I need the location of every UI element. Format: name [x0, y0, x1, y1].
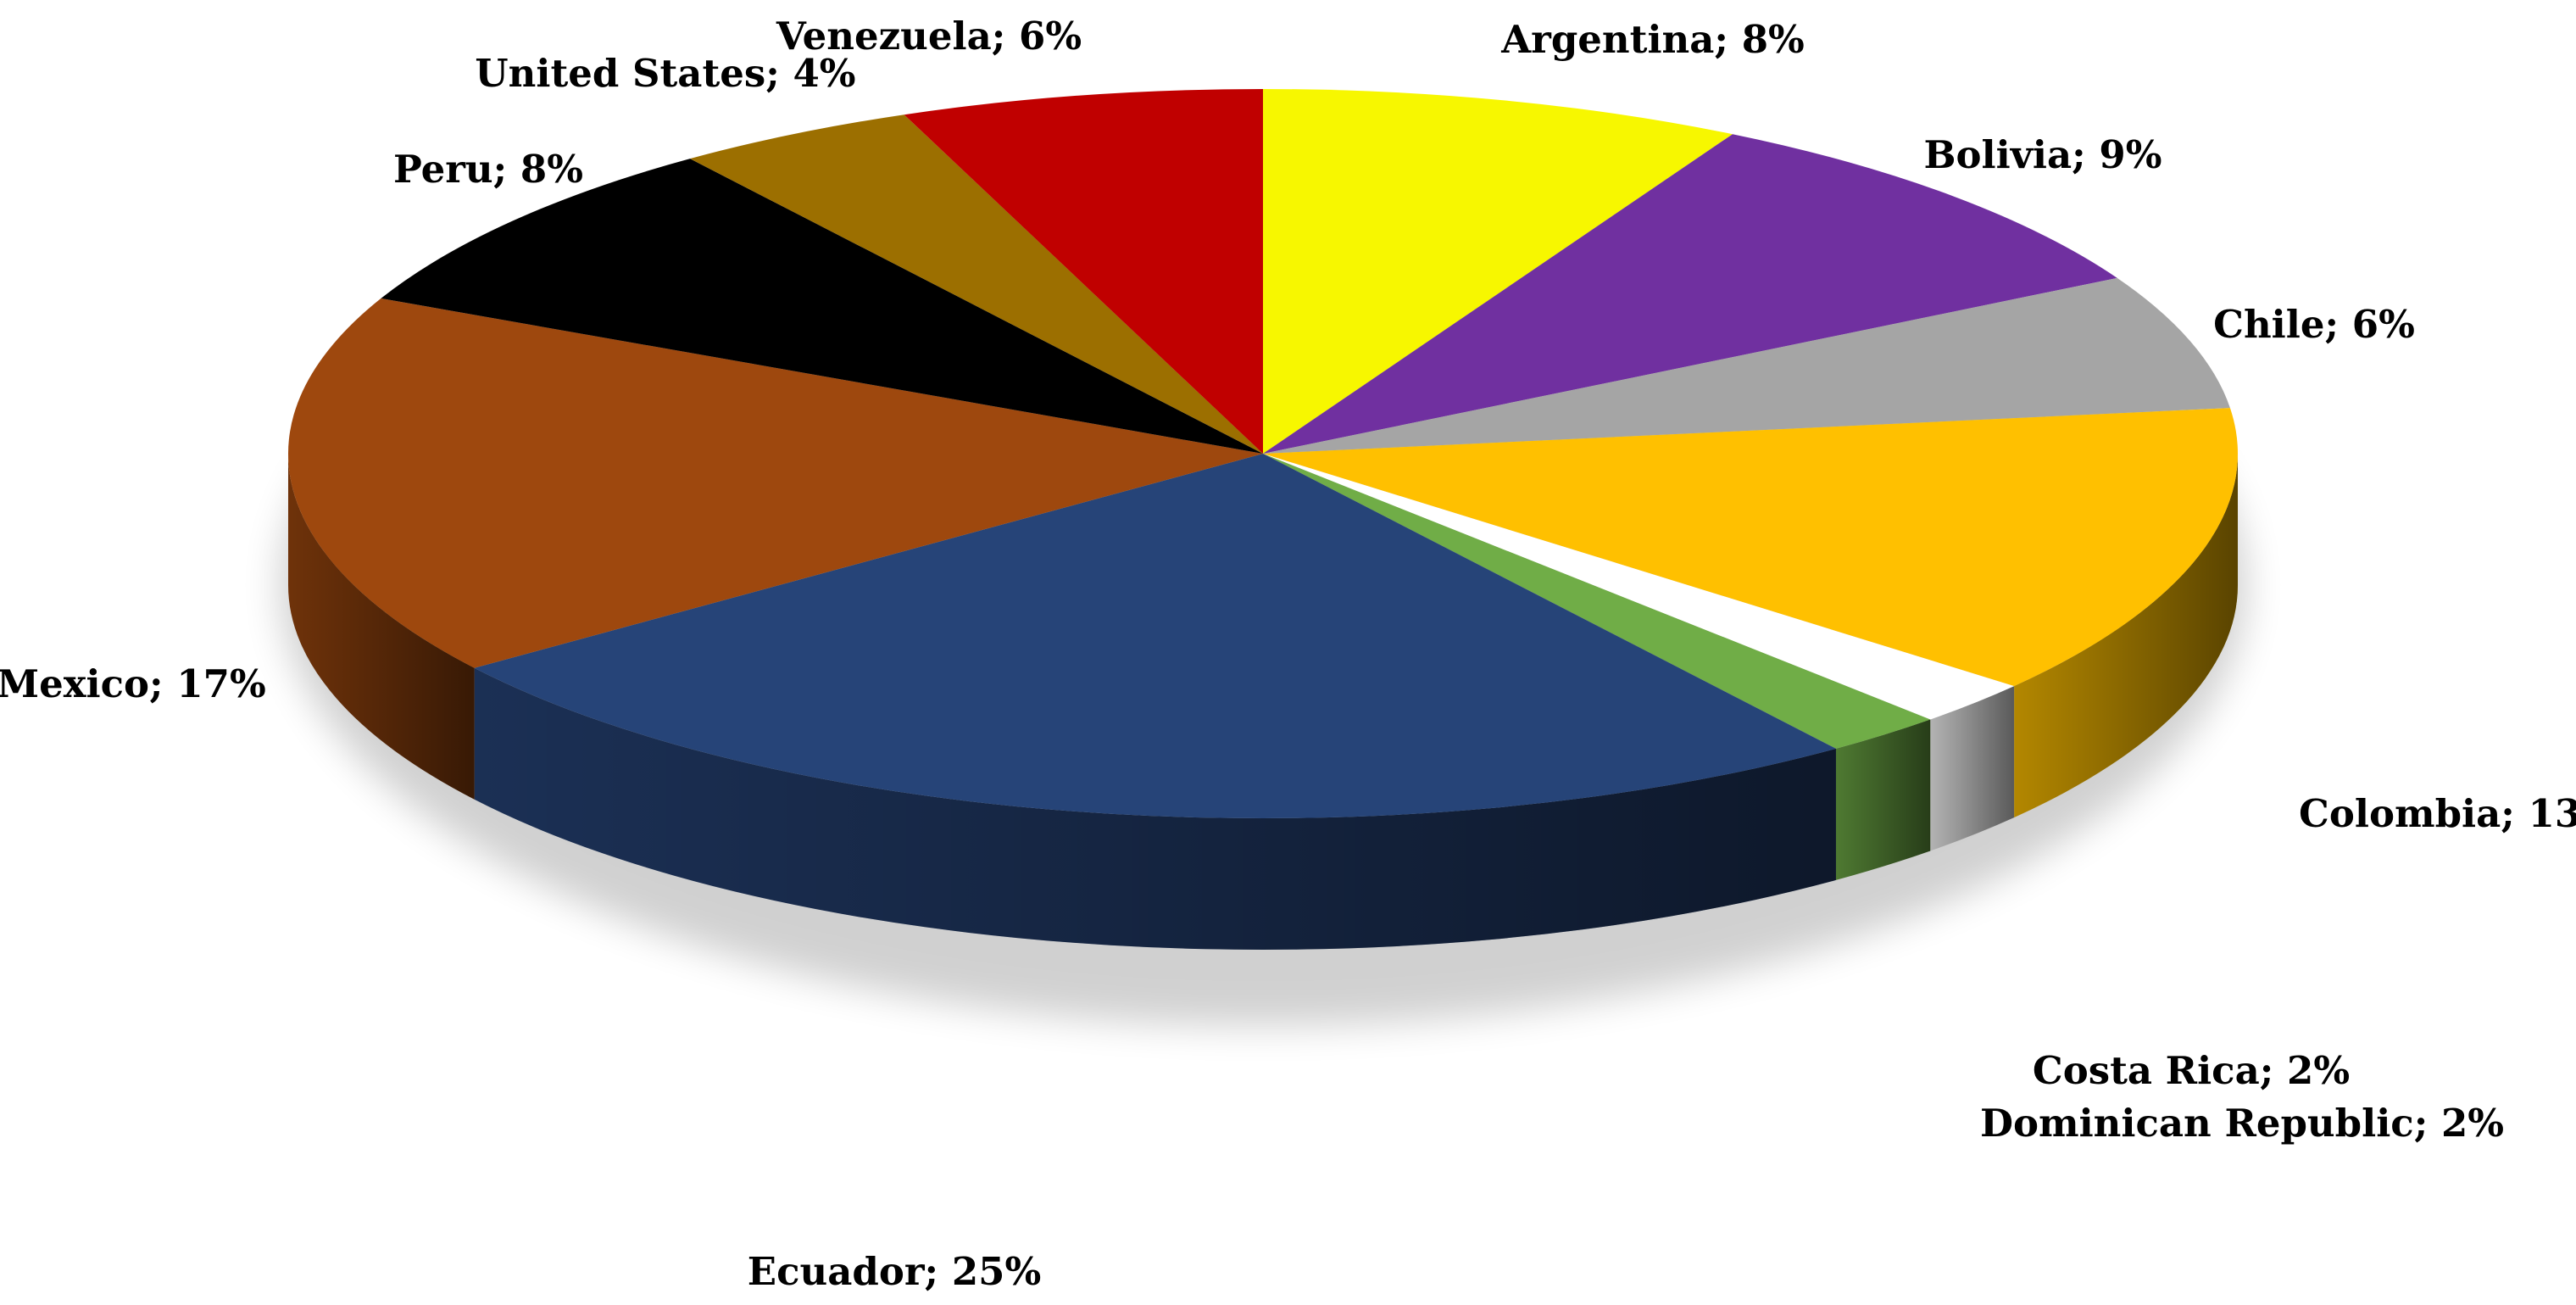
pie-slice-argentina — [1263, 89, 1733, 454]
data-label-bolivia: Bolivia; 9% — [1924, 132, 2162, 177]
pie-slice-costa-rica — [1263, 454, 1931, 749]
pie-slice-colombia — [1263, 408, 2238, 687]
pie-slice-dominican-republic — [1263, 454, 2015, 720]
pie-slice-venezuela — [904, 89, 1263, 454]
pie-side-shade-ecuador — [474, 667, 1836, 950]
pie-slice-united-states — [690, 114, 1263, 454]
pie-slice-mexico — [287, 298, 1263, 668]
pie-slice-ecuador — [474, 454, 1836, 818]
pie-sides — [288, 454, 2238, 950]
data-label-dominican-republic: Dominican Republic; 2% — [1980, 1101, 2504, 1146]
data-label-chile: Chile; 6% — [2213, 302, 2415, 347]
data-label-ecuador: Ecuador; 25% — [748, 1249, 1041, 1294]
pie-side-shade-dominican-republic — [1930, 686, 2015, 851]
data-label-united-states: United States; 4% — [475, 51, 855, 96]
data-label-mexico: Mexico; 17% — [0, 661, 266, 706]
pie-side-shade-mexico — [288, 454, 475, 800]
pie-side-shade-colombia — [2014, 454, 2238, 818]
data-label-venezuela: Venezuela; 6% — [776, 14, 1082, 59]
pie-slice-chile — [1263, 277, 2230, 454]
pie-slice-peru — [381, 159, 1264, 455]
data-label-costa-rica: Costa Rica; 2% — [2033, 1048, 2350, 1093]
pie-side-shade-costa-rica — [1835, 719, 1931, 880]
data-label-argentina: Argentina; 8% — [1500, 17, 1805, 62]
pie-tops — [287, 89, 2238, 818]
pie-slice-bolivia — [1263, 134, 2117, 455]
pie-labels: Argentina; 8% Bolivia; 9% Chile; 6% Colombi… — [0, 14, 2576, 1294]
data-label-colombia: Colombia; 13% — [2299, 791, 2576, 836]
data-label-peru: Peru; 8% — [393, 147, 583, 192]
